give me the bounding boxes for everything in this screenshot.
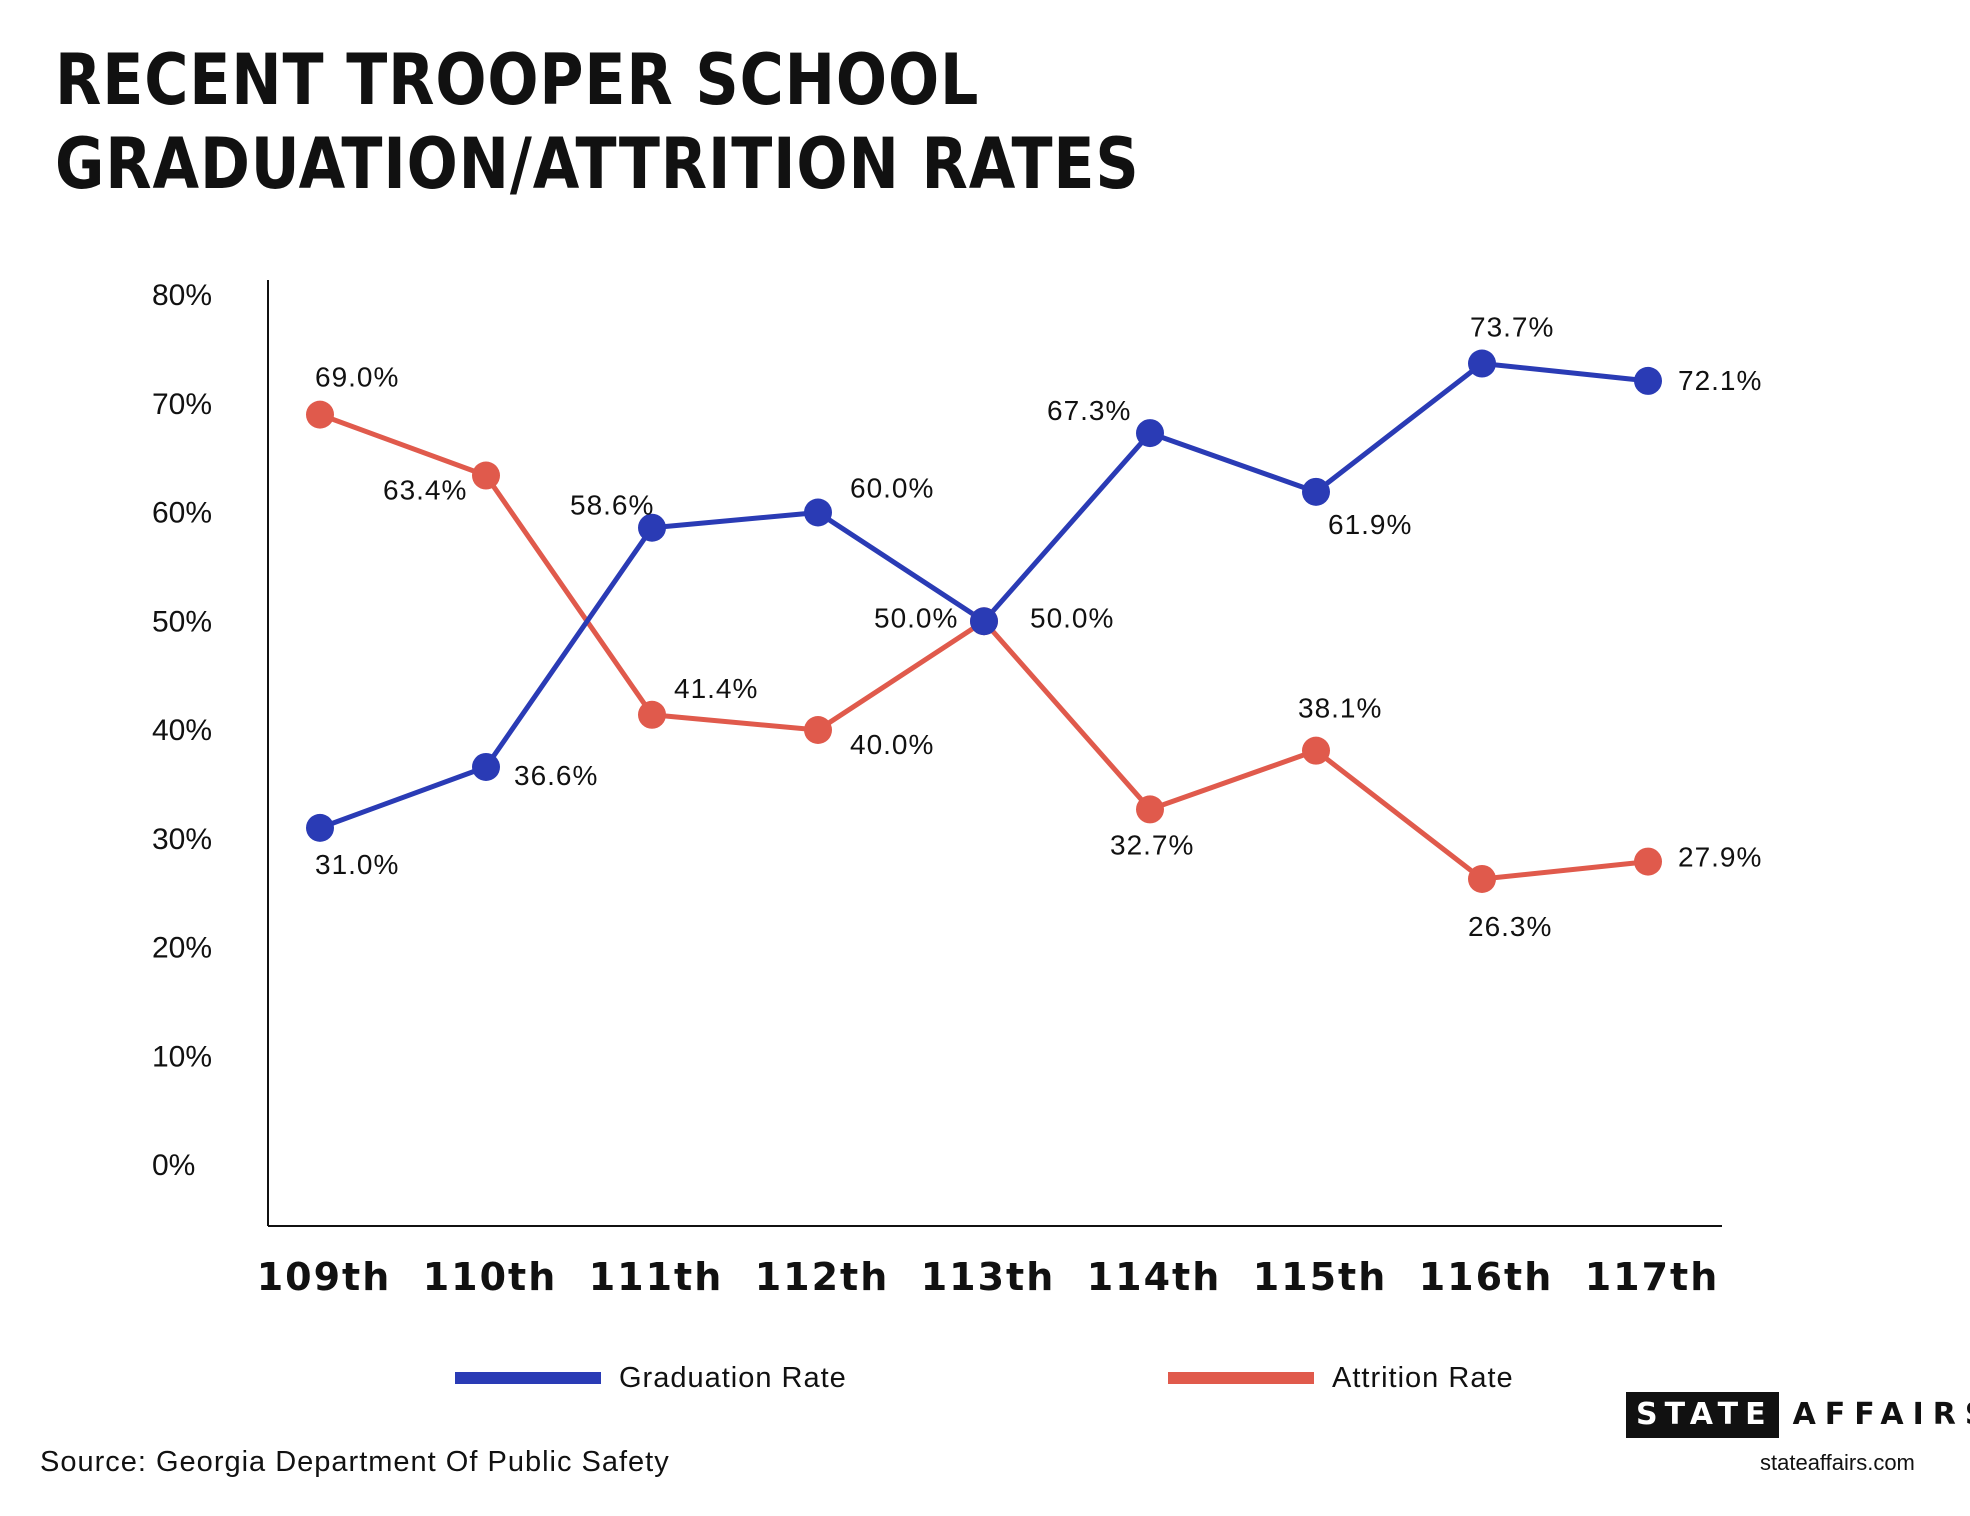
series-line: [319, 412, 1649, 882]
legend-item-graduation: Graduation Rate: [455, 1360, 847, 1396]
data-point: [1468, 349, 1496, 378]
data-point: [472, 752, 500, 781]
data-label: 40.0%: [850, 729, 934, 760]
data-label: 50.0%: [874, 602, 958, 633]
data-label: 41.4%: [674, 673, 758, 704]
brand-logo-text: AFFAIRS: [1792, 1397, 1970, 1432]
y-tick-label: 50%: [152, 605, 212, 638]
legend-label-attrition: Attrition Rate: [1332, 1361, 1514, 1394]
data-label: 38.1%: [1298, 693, 1382, 724]
x-tick-label: 114th: [1087, 1255, 1222, 1299]
legend-swatch-attrition: [1168, 1372, 1314, 1384]
y-tick-label: 10%: [152, 1040, 212, 1073]
website-link[interactable]: stateaffairs.com: [1760, 1450, 1915, 1475]
brand-logo: STATE AFFAIRS: [1626, 1392, 1970, 1438]
data-point: [638, 513, 666, 542]
series-points: [306, 349, 1662, 893]
data-labels: 69.0% 63.4% 41.4% 40.0% 50.0% 32.7% 38.1% 26.3%…: [315, 312, 1762, 942]
data-label: 63.4%: [383, 475, 467, 506]
y-tick-label: 80%: [152, 279, 212, 312]
x-tick-label: 112th: [755, 1255, 890, 1299]
y-tick-label: 0%: [152, 1149, 195, 1182]
data-label: 27.9%: [1678, 842, 1762, 873]
x-tick-label: 113th: [921, 1255, 1056, 1299]
legend-swatch-graduation: [455, 1372, 601, 1384]
legend-item-attrition: Attrition Rate: [1168, 1360, 1514, 1396]
data-point: [638, 700, 666, 729]
data-label: 60.0%: [850, 473, 934, 504]
data-label: 69.0%: [315, 362, 399, 393]
x-tick-label: 110th: [423, 1255, 558, 1299]
data-label: 26.3%: [1468, 911, 1552, 942]
x-tick-label: 116th: [1419, 1255, 1554, 1299]
source-note: Source: Georgia Department Of Public Saf…: [40, 1446, 670, 1478]
x-axis-ticks: 109th 110th 111th 112th 113th 114th 115th 116th…: [257, 1255, 1720, 1299]
data-point: [1136, 419, 1164, 448]
data-label: 61.9%: [1328, 509, 1412, 540]
x-tick-label: 109th: [257, 1255, 392, 1299]
y-tick-label: 20%: [152, 932, 212, 965]
data-label: 31.0%: [315, 849, 399, 880]
y-tick-label: 30%: [152, 823, 212, 856]
x-tick-label: 111th: [589, 1255, 724, 1299]
data-point: [804, 498, 832, 527]
data-point: [1302, 477, 1330, 506]
y-tick-label: 70%: [152, 388, 212, 421]
data-point: [1634, 366, 1662, 395]
data-label: 67.3%: [1047, 395, 1131, 426]
data-label: 58.6%: [570, 490, 654, 521]
y-tick-label: 40%: [152, 714, 212, 747]
chart-axes: [267, 280, 1722, 1227]
series-line: [319, 361, 1649, 831]
data-label: 36.6%: [514, 760, 598, 791]
data-label: 32.7%: [1110, 829, 1194, 860]
x-tick-label: 115th: [1253, 1255, 1388, 1299]
x-tick-label: 117th: [1585, 1255, 1720, 1299]
data-label: 73.7%: [1470, 312, 1554, 343]
data-label: 50.0%: [1030, 602, 1114, 633]
data-point: [306, 400, 334, 429]
data-point: [804, 716, 832, 744]
brand-logo-boxed: STATE: [1626, 1392, 1779, 1438]
data-point: [472, 461, 500, 490]
y-tick-label: 60%: [152, 497, 212, 530]
legend-label-graduation: Graduation Rate: [619, 1361, 847, 1394]
data-point: [1634, 847, 1662, 876]
data-point: [1136, 795, 1164, 824]
data-point: [1468, 864, 1496, 893]
data-point: [970, 607, 998, 636]
data-label: 72.1%: [1678, 365, 1762, 396]
data-point: [1302, 736, 1330, 765]
chart-title: RECENT TROOPER SCHOOL GRADUATION/ATTRITI…: [55, 39, 1140, 205]
y-axis-ticks: 0% 10% 20% 30% 40% 50% 60% 70% 80%: [152, 279, 212, 1182]
data-point: [306, 813, 334, 842]
